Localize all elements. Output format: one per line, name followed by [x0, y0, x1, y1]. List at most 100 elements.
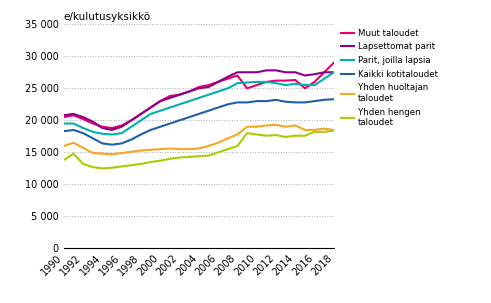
Parit, joilla lapsia	[331, 71, 337, 74]
Lapsettomat parit	[177, 93, 183, 97]
Kaikki kotitaloudet	[215, 106, 221, 109]
Lapsettomat parit	[321, 71, 327, 74]
Yhden huoltajan
taloudet	[138, 149, 144, 152]
Yhden huoltajan
taloudet	[129, 150, 135, 154]
Parit, joilla lapsia	[167, 106, 173, 109]
Yhden hengen
taloudet	[292, 134, 298, 138]
Line: Lapsettomat parit: Lapsettomat parit	[64, 70, 334, 130]
Yhden huoltajan
taloudet	[283, 125, 289, 128]
Yhden huoltajan
taloudet	[71, 141, 77, 145]
Yhden hengen
taloudet	[225, 147, 231, 151]
Muut taloudet	[273, 79, 279, 82]
Kaikki kotitaloudet	[90, 136, 96, 140]
Yhden huoltajan
taloudet	[80, 146, 86, 150]
Kaikki kotitaloudet	[283, 100, 289, 104]
Parit, joilla lapsia	[138, 118, 144, 122]
Muut taloudet	[225, 77, 231, 81]
Yhden huoltajan
taloudet	[148, 148, 154, 152]
Text: e/kulutusyksikkö: e/kulutusyksikkö	[64, 12, 151, 22]
Muut taloudet	[80, 117, 86, 121]
Kaikki kotitaloudet	[100, 142, 106, 145]
Kaikki kotitaloudet	[119, 142, 125, 145]
Muut taloudet	[292, 78, 298, 82]
Kaikki kotitaloudet	[254, 99, 260, 103]
Yhden huoltajan
taloudet	[264, 124, 270, 127]
Muut taloudet	[206, 83, 212, 87]
Yhden huoltajan
taloudet	[157, 147, 163, 151]
Parit, joilla lapsia	[235, 82, 241, 85]
Yhden huoltajan
taloudet	[312, 128, 318, 132]
Muut taloudet	[244, 86, 250, 90]
Yhden huoltajan
taloudet	[225, 136, 231, 140]
Parit, joilla lapsia	[244, 81, 250, 84]
Muut taloudet	[283, 79, 289, 82]
Muut taloudet	[148, 106, 154, 109]
Kaikki kotitaloudet	[206, 109, 212, 112]
Parit, joilla lapsia	[273, 82, 279, 85]
Lapsettomat parit	[129, 118, 135, 122]
Kaikki kotitaloudet	[148, 128, 154, 132]
Muut taloudet	[61, 115, 67, 119]
Yhden huoltajan
taloudet	[196, 147, 202, 150]
Parit, joilla lapsia	[283, 83, 289, 87]
Muut taloudet	[312, 80, 318, 84]
Yhden hengen
taloudet	[215, 151, 221, 154]
Parit, joilla lapsia	[206, 93, 212, 97]
Yhden huoltajan
taloudet	[244, 125, 250, 128]
Lapsettomat parit	[109, 128, 115, 132]
Yhden huoltajan
taloudet	[321, 127, 327, 131]
Yhden hengen
taloudet	[90, 165, 96, 169]
Parit, joilla lapsia	[100, 132, 106, 136]
Kaikki kotitaloudet	[177, 118, 183, 122]
Muut taloudet	[167, 94, 173, 98]
Muut taloudet	[186, 90, 192, 93]
Yhden hengen
taloudet	[177, 156, 183, 159]
Yhden huoltajan
taloudet	[109, 152, 115, 156]
Muut taloudet	[138, 112, 144, 116]
Lapsettomat parit	[254, 71, 260, 74]
Legend: Muut taloudet, Lapsettomat parit, Parit, joilla lapsia, Kaikki kotitaloudet, Yhd: Muut taloudet, Lapsettomat parit, Parit,…	[341, 28, 438, 127]
Kaikki kotitaloudet	[157, 125, 163, 128]
Yhden huoltajan
taloudet	[186, 147, 192, 151]
Kaikki kotitaloudet	[273, 98, 279, 102]
Yhden huoltajan
taloudet	[235, 133, 241, 136]
Lapsettomat parit	[215, 80, 221, 84]
Yhden hengen
taloudet	[331, 129, 337, 132]
Kaikki kotitaloudet	[244, 101, 250, 104]
Lapsettomat parit	[90, 120, 96, 123]
Lapsettomat parit	[264, 68, 270, 72]
Yhden hengen
taloudet	[321, 130, 327, 134]
Yhden hengen
taloudet	[148, 160, 154, 164]
Yhden hengen
taloudet	[264, 134, 270, 138]
Yhden hengen
taloudet	[138, 162, 144, 166]
Lapsettomat parit	[235, 71, 241, 74]
Lapsettomat parit	[283, 71, 289, 74]
Kaikki kotitaloudet	[80, 131, 86, 135]
Muut taloudet	[235, 74, 241, 77]
Kaikki kotitaloudet	[196, 112, 202, 116]
Lapsettomat parit	[157, 99, 163, 103]
Kaikki kotitaloudet	[129, 138, 135, 142]
Yhden huoltajan
taloudet	[254, 125, 260, 128]
Kaikki kotitaloudet	[331, 97, 337, 101]
Yhden hengen
taloudet	[235, 144, 241, 148]
Muut taloudet	[71, 113, 77, 117]
Kaikki kotitaloudet	[138, 133, 144, 136]
Muut taloudet	[215, 80, 221, 84]
Muut taloudet	[157, 99, 163, 103]
Yhden huoltajan
taloudet	[119, 151, 125, 155]
Yhden huoltajan
taloudet	[302, 128, 308, 132]
Yhden hengen
taloudet	[312, 130, 318, 134]
Kaikki kotitaloudet	[225, 102, 231, 106]
Parit, joilla lapsia	[254, 80, 260, 84]
Yhden huoltajan
taloudet	[167, 147, 173, 150]
Lapsettomat parit	[273, 68, 279, 72]
Muut taloudet	[129, 118, 135, 122]
Parit, joilla lapsia	[157, 109, 163, 112]
Yhden huoltajan
taloudet	[100, 152, 106, 155]
Lapsettomat parit	[148, 106, 154, 109]
Kaikki kotitaloudet	[109, 143, 115, 146]
Kaikki kotitaloudet	[312, 99, 318, 103]
Yhden huoltajan
taloudet	[215, 141, 221, 145]
Muut taloudet	[90, 122, 96, 125]
